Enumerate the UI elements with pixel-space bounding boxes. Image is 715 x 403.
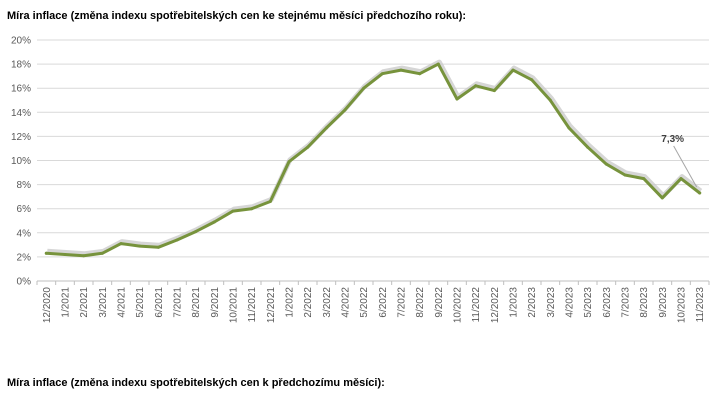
x-tick-label: 10/2023 — [677, 287, 688, 324]
x-tick-label: 10/2021 — [229, 287, 240, 324]
x-tick-label: 3/2023 — [546, 287, 557, 318]
data-point — [175, 238, 179, 242]
data-point — [380, 72, 384, 76]
chart-title: Míra inflace (změna indexu spotřebitelsk… — [7, 10, 467, 22]
y-tick-label: 12% — [11, 132, 31, 143]
y-tick-label: 14% — [11, 108, 31, 119]
annotation-leader-line — [673, 145, 698, 188]
data-point — [82, 254, 86, 258]
series-line-shadow — [47, 59, 703, 257]
x-tick-label: 7/2022 — [397, 287, 408, 318]
x-tick-label: 2/2021 — [79, 287, 90, 318]
y-tick-label: 16% — [11, 84, 31, 95]
data-point — [63, 252, 67, 256]
x-tick-label: 2/2022 — [303, 287, 314, 318]
x-tick-label: 9/2022 — [434, 287, 445, 318]
x-tick-label: 8/2022 — [415, 287, 426, 318]
data-point — [436, 62, 440, 66]
y-tick-label: 0% — [17, 277, 32, 288]
next-section-title: Míra inflace (změna indexu spotřebitelsk… — [7, 377, 385, 389]
x-tick-label: 4/2023 — [565, 287, 576, 318]
x-tick-label: 7/2021 — [173, 287, 184, 318]
x-tick-label: 12/2021 — [266, 287, 277, 324]
x-tick-label: 9/2021 — [210, 287, 221, 318]
data-point — [212, 220, 216, 224]
data-point — [119, 242, 123, 246]
x-tick-label: 6/2021 — [154, 287, 165, 318]
x-tick-label: 11/2023 — [695, 287, 706, 323]
x-tick-label: 6/2023 — [602, 287, 613, 318]
x-tick-label: 8/2023 — [639, 287, 650, 318]
data-point — [250, 207, 254, 211]
x-tick-label: 1/2022 — [285, 287, 296, 318]
data-point — [530, 78, 534, 82]
data-point — [156, 245, 160, 249]
y-tick-label: 20% — [11, 36, 31, 47]
data-point — [138, 244, 142, 248]
x-tick-label: 10/2022 — [453, 287, 464, 324]
data-point — [362, 86, 366, 90]
data-point — [642, 177, 646, 181]
data-point — [604, 162, 608, 166]
x-tick-label: 4/2021 — [117, 287, 128, 318]
y-tick-label: 4% — [17, 228, 32, 239]
x-tick-label: 3/2022 — [322, 287, 333, 318]
x-tick-label: 11/2022 — [471, 287, 482, 323]
x-tick-label: 5/2023 — [583, 287, 594, 318]
data-point — [343, 108, 347, 112]
data-point — [455, 97, 459, 101]
data-point — [567, 126, 571, 130]
x-tick-label: 6/2022 — [378, 287, 389, 318]
data-point — [399, 68, 403, 72]
x-tick-label: 12/2022 — [490, 287, 501, 324]
data-point — [324, 126, 328, 130]
data-point — [660, 196, 664, 200]
data-point — [698, 191, 702, 195]
x-tick-label: 1/2021 — [61, 287, 72, 318]
data-point — [474, 84, 478, 88]
data-point — [511, 68, 515, 72]
data-point — [100, 251, 104, 255]
x-tick-label: 5/2022 — [359, 287, 370, 318]
y-tick-label: 18% — [11, 60, 31, 71]
x-tick-label: 3/2021 — [98, 287, 109, 318]
data-point — [492, 89, 496, 93]
data-point — [306, 145, 310, 149]
y-tick-label: 6% — [17, 204, 32, 215]
x-tick-label: 12/2020 — [42, 287, 53, 324]
data-point — [194, 230, 198, 234]
x-tick-label: 7/2023 — [621, 287, 632, 318]
series-line — [44, 62, 702, 258]
data-point — [287, 160, 291, 164]
x-tick-label: 1/2023 — [509, 287, 520, 318]
y-tick-label: 10% — [11, 156, 31, 167]
data-point — [623, 173, 627, 177]
x-tick-label: 9/2023 — [658, 287, 669, 318]
y-tick-label: 8% — [17, 180, 32, 191]
data-point — [268, 199, 272, 203]
x-tick-label: 2/2023 — [527, 287, 538, 318]
data-point — [548, 98, 552, 102]
x-tick-label: 5/2021 — [135, 287, 146, 318]
data-point — [679, 177, 683, 181]
data-point — [418, 72, 422, 76]
data-label-last-value: 7,3% — [661, 134, 684, 145]
x-tick-label: 8/2021 — [191, 287, 202, 318]
data-point — [44, 251, 48, 255]
x-tick-label: 4/2022 — [341, 287, 352, 318]
y-tick-label: 2% — [17, 252, 32, 263]
data-point — [586, 145, 590, 149]
x-tick-label: 11/2021 — [247, 287, 258, 323]
data-point — [231, 209, 235, 213]
